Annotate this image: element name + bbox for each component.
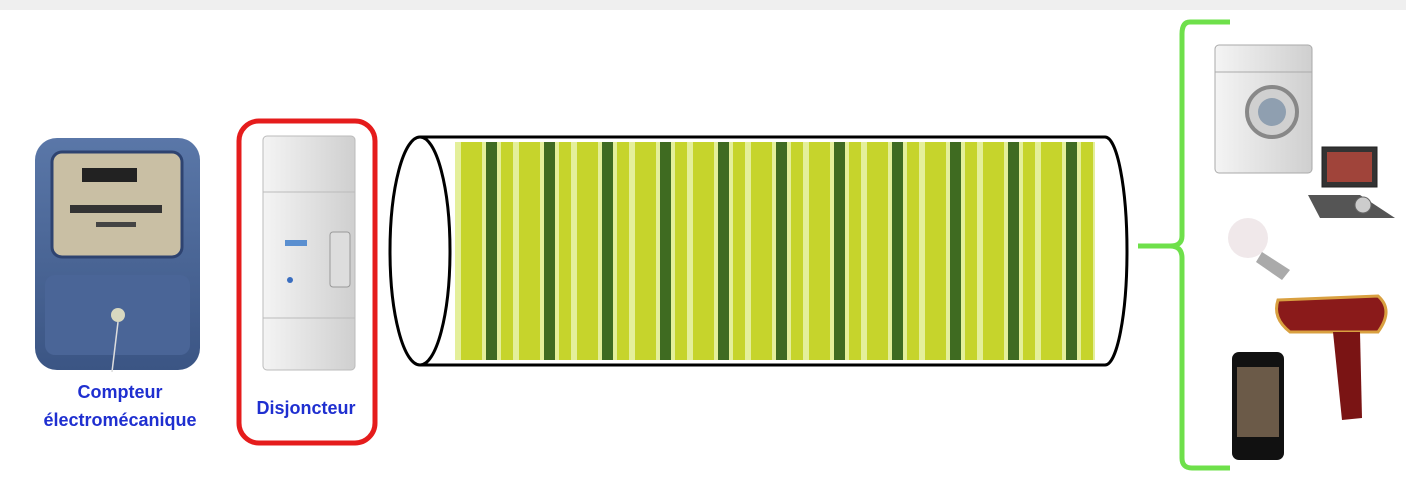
cable-stripe-light: [540, 142, 544, 360]
meter-label: électromécanique: [43, 410, 196, 430]
cable-stripe-light: [482, 142, 486, 360]
cable-stripe-light: [455, 142, 461, 360]
cable-stripe-light: [598, 142, 602, 360]
top-band: [0, 0, 1406, 10]
cable-stripe-light: [845, 142, 849, 360]
cable-stripe-light: [671, 142, 675, 360]
hairdryer-icon: [1277, 296, 1387, 420]
washing-machine-icon: [1215, 45, 1312, 173]
cable-stripe-light: [497, 142, 501, 360]
cable-stripe-dark: [486, 142, 497, 360]
cable-stripe-dark: [544, 142, 555, 360]
cable-stripe-light: [613, 142, 617, 360]
laptop-icon: [1308, 147, 1395, 218]
cable-stripe-light: [513, 142, 519, 360]
cable-stripe-dark: [602, 142, 613, 360]
cable-stripe-light: [919, 142, 925, 360]
cable-stripe-dark: [776, 142, 787, 360]
cable-stripe-light: [555, 142, 559, 360]
cable-stripe-light: [961, 142, 965, 360]
cable-stripe-light: [1035, 142, 1041, 360]
meter-icon: [35, 138, 200, 372]
cable-stripe-light: [830, 142, 834, 360]
cable-stripe-light: [729, 142, 733, 360]
meter-label: Compteur: [78, 382, 163, 402]
cable-stripe-light: [687, 142, 693, 360]
cable-stripe-dark: [834, 142, 845, 360]
cable-stripe-light: [1019, 142, 1023, 360]
cable-stripe-light: [571, 142, 577, 360]
cable-stripe-dark: [892, 142, 903, 360]
cable-stripe-light: [1093, 142, 1099, 360]
phone-icon: [1232, 352, 1284, 460]
breaker-label: Disjoncteur: [256, 398, 355, 418]
cable-stripe-light: [787, 142, 791, 360]
diagram: Compteur électromécanique Disjoncteur: [0, 0, 1406, 486]
cable-stripe-light: [903, 142, 907, 360]
cable-stripe-light: [714, 142, 718, 360]
cable-stripe-light: [977, 142, 983, 360]
cable-stripe-light: [772, 142, 776, 360]
cable-stripe-dark: [950, 142, 961, 360]
cable-stripe-light: [745, 142, 751, 360]
cable-stripe-light: [1135, 142, 1139, 360]
cable-stripe-dark: [660, 142, 671, 360]
cable-stripe-light: [946, 142, 950, 360]
cable-stripe-dark: [1066, 142, 1077, 360]
cable: [390, 137, 1139, 365]
cable-stripe-light: [1004, 142, 1008, 360]
breaker-icon: [263, 136, 355, 370]
cable-stripe-dark: [718, 142, 729, 360]
bulb-icon: [1228, 218, 1290, 280]
cable-stripe-light: [803, 142, 809, 360]
cable-stripe-dark: [1008, 142, 1019, 360]
cable-stripe-light: [1062, 142, 1066, 360]
cable-stripe-light: [629, 142, 635, 360]
cable-stripe-light: [861, 142, 867, 360]
cable-stripe-light: [888, 142, 892, 360]
cable-stripe-light: [656, 142, 660, 360]
cable-stripe-light: [1077, 142, 1081, 360]
